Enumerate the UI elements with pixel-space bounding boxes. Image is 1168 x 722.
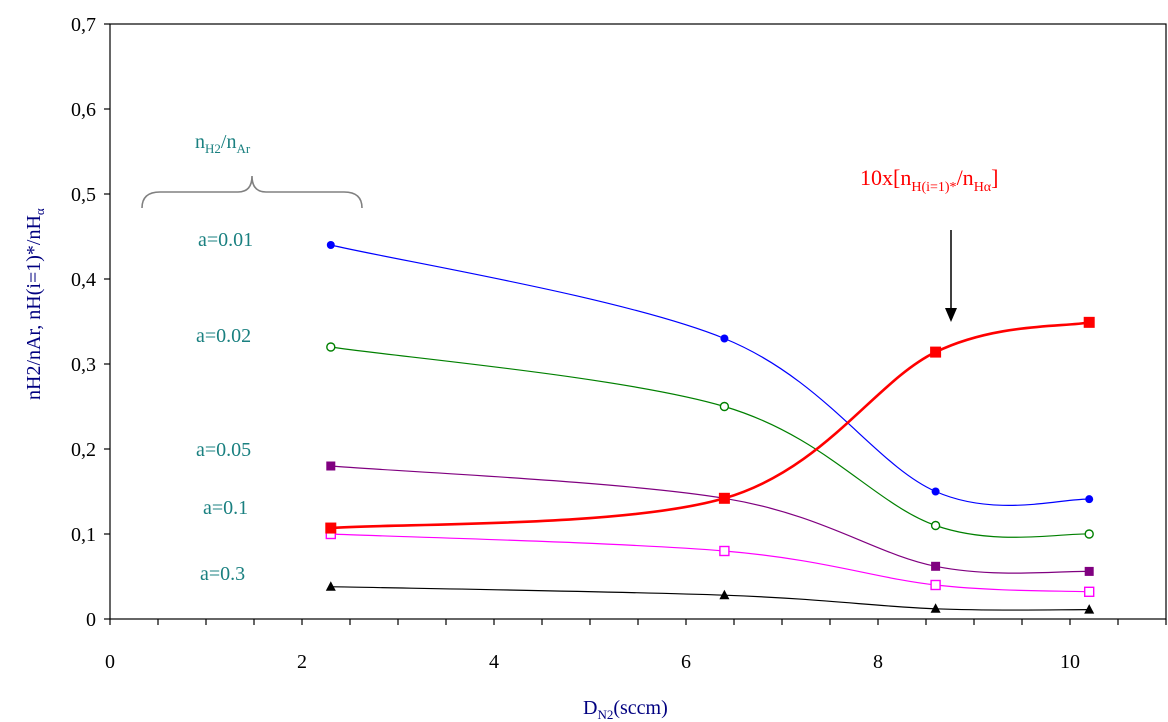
series-label-a001: a=0.01 [198,229,253,251]
markers-group [325,241,1095,614]
group-label-sub1: H2 [205,141,221,156]
x-tick-label: 0 [105,651,115,673]
point [930,346,942,358]
point [326,342,336,352]
series-line-2 [330,465,1090,574]
point [931,487,940,496]
series-line-1 [330,346,1090,538]
point [1084,604,1095,614]
x-axis-label: DN2(sccm) [583,697,668,722]
group-label: nH2/nAr [195,131,251,156]
y-axis-label-main: nH2/nAr, nH(i=1)*/nH [23,215,45,400]
point [326,461,336,471]
axis-ticks [104,23,1167,625]
point [1083,586,1095,597]
tick-labels: 0 0,1 0,2 0,3 0,4 0,5 0,6 0,7 0 2 4 6 8 10 [71,14,1080,673]
red-label-sub2: Hα [974,180,992,195]
series-label-a01: a=0.1 [203,497,248,519]
group-label-mid: /n [221,131,237,153]
annotation-arrow-head [945,308,957,322]
series-line-5 [330,321,1090,530]
x-tick-label: 10 [1060,651,1080,673]
point [719,545,730,557]
point [325,522,337,534]
series-line-0 [330,244,1090,506]
point [719,589,730,600]
y-tick-label: 0,5 [71,184,96,206]
group-label-sub2: Ar [236,141,250,156]
x-tick-label: 6 [681,651,691,673]
series-line-3 [330,533,1090,593]
plot-area [109,23,1167,620]
series-label-a005: a=0.05 [196,439,251,461]
y-tick-label: 0,6 [71,99,96,121]
point [930,579,941,591]
point [718,492,730,504]
series-label-a03: a=0.3 [200,563,245,585]
y-tick-label: 0,7 [71,14,96,36]
red-label-post: ] [991,165,998,190]
y-tick-label: 0 [86,609,96,631]
x-axis-label-tail: (sccm) [613,697,667,719]
group-label-n: n [195,131,205,153]
y-tick-label: 0,2 [71,439,96,461]
point [720,334,729,343]
red-label-mid: /n [957,165,974,190]
series-line-4 [330,586,1090,611]
point [1083,316,1095,328]
point [930,603,941,613]
series-label-red: 10x[nH(i=1)*/nHα] [860,165,998,195]
y-axis-label: nH2/nAr, nH(i=1)*/nHα [23,208,47,400]
x-tick-label: 4 [489,651,499,673]
series-label-a002: a=0.02 [196,325,251,347]
point [719,401,730,412]
point [931,561,941,571]
point [1085,495,1094,504]
y-tick-label: 0,4 [71,269,96,291]
red-label-pre: 10x[n [860,165,911,190]
group-brace [141,175,363,209]
x-tick-label: 8 [873,651,883,673]
x-axis-label-sub: N2 [597,707,613,722]
point [1084,566,1094,576]
series-group [330,244,1090,611]
y-tick-label: 0,1 [71,524,96,546]
y-tick-label: 0,3 [71,354,96,376]
x-tick-label: 2 [297,651,307,673]
red-label-sub1: H(i=1)* [911,180,956,195]
x-axis-label-main: D [583,697,597,719]
point [1084,529,1094,539]
point [325,581,336,591]
point [326,241,335,249]
plot-frame [109,23,1167,620]
point [930,520,941,531]
y-axis-label-alpha: α [32,208,47,215]
